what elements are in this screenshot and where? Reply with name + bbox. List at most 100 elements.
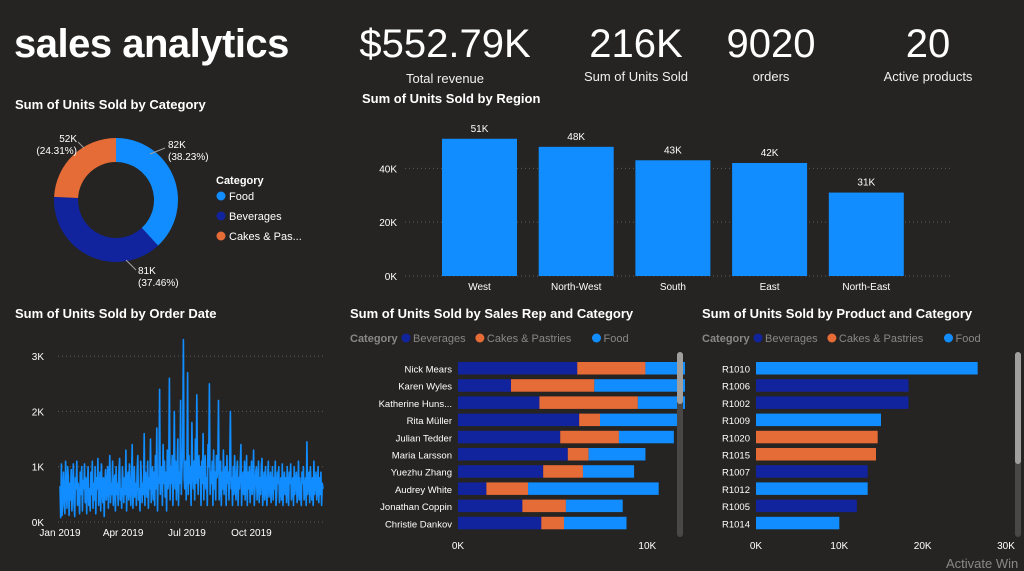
data-label: 31K xyxy=(857,178,875,189)
data-label: 48K xyxy=(567,132,585,143)
legend-marker xyxy=(592,333,601,343)
bar-segment-food xyxy=(637,396,685,409)
bar-segment-beverages xyxy=(458,430,561,444)
category-label: Nick Mears xyxy=(404,365,452,376)
bar-north-west xyxy=(538,146,614,276)
category-label: Maria Larsson xyxy=(392,451,452,462)
bar-segment-cakes-pastries xyxy=(579,413,600,427)
x-tick-label: Apr 2019 xyxy=(103,528,144,539)
salesrep-stacked-bar-chart: Category Beverages Cakes & Pastries Food 0K… xyxy=(350,333,685,552)
kpi-value: 20 xyxy=(905,22,951,66)
bar-segment-cakes-pastries xyxy=(577,362,646,375)
x-tick-label: 0K xyxy=(750,541,763,552)
data-label-value: 52K xyxy=(59,134,77,145)
bar-segment-beverages xyxy=(458,465,544,478)
bar-segment-cakes-pastries xyxy=(543,465,583,478)
kpi-label: orders xyxy=(752,69,790,84)
x-tick-label: Jul 2019 xyxy=(168,528,206,539)
bar-r1014 xyxy=(756,516,840,530)
kpi-orders: 9020 orders xyxy=(712,22,830,84)
category-label: Yuezhu Zhang xyxy=(391,468,452,479)
date-chart-title: Sum of Units Sold by Order Date xyxy=(15,306,217,321)
category-label: Julian Tedder xyxy=(396,433,452,444)
category-label: R1007 xyxy=(722,468,750,479)
bar-segment-cakes-pastries xyxy=(541,516,565,530)
bar-segment-cakes-pastries xyxy=(486,482,529,495)
kpi-total-revenue: $552.79K Total revenue xyxy=(350,22,540,86)
date-line-chart: 0K 1K 2K 3K Jan 2019 Apr 2019 Jul 2019 Oct 2019 xyxy=(32,338,325,539)
data-label-percent: (24.31%) xyxy=(36,146,77,157)
kpi-value: $552.79K xyxy=(359,22,531,66)
bar-segment-cakes-pastries xyxy=(511,379,595,392)
bar-south xyxy=(635,160,711,276)
salesrep-chart-title: Sum of Units Sold by Sales Rep and Categ… xyxy=(350,306,634,321)
bar-segment-food xyxy=(618,430,674,444)
data-label: 43K xyxy=(664,145,682,156)
category-label: Karen Wyles xyxy=(398,382,452,393)
salesrep-scrollbar[interactable] xyxy=(677,352,683,537)
legend-item: Food xyxy=(956,333,981,345)
legend-item: Beverages xyxy=(229,211,282,223)
bar-r1002 xyxy=(756,396,909,409)
kpi-label: Total revenue xyxy=(405,71,485,86)
data-label-percent: (38.23%) xyxy=(168,152,209,163)
scrollbar-thumb[interactable] xyxy=(677,352,683,404)
bar-segment-food xyxy=(645,362,685,375)
bar-r1007 xyxy=(756,465,868,478)
x-tick-label: 10K xyxy=(638,541,656,552)
leader-line xyxy=(125,259,137,271)
x-tick-label: 10K xyxy=(830,541,848,552)
category-label: Rita Müller xyxy=(407,416,452,427)
product-scrollbar[interactable] xyxy=(1015,352,1021,537)
x-tick-label: North-West xyxy=(551,282,602,293)
bar-r1020 xyxy=(756,430,878,444)
legend-marker xyxy=(753,333,763,343)
data-label-value: 82K xyxy=(168,140,186,151)
category-label: Audrey White xyxy=(395,485,452,496)
y-tick-label: 2K xyxy=(32,407,45,418)
donut-slice-beverages xyxy=(53,196,159,262)
legend-item: Cakes & Pastries xyxy=(487,333,572,345)
bar-segment-beverages xyxy=(458,396,540,409)
data-label: 51K xyxy=(471,124,489,135)
y-tick-label: 20K xyxy=(379,218,397,229)
leader-line xyxy=(149,147,166,155)
bar-segment-food xyxy=(565,499,623,513)
y-tick-label: 0K xyxy=(385,272,398,283)
category-label: R1014 xyxy=(722,519,750,530)
bar-r1009 xyxy=(756,413,881,427)
category-label: R1010 xyxy=(722,365,750,376)
kpi-units-sold: 216K Sum of Units Sold xyxy=(566,22,706,84)
bar-segment-food xyxy=(594,379,685,392)
product-bar-chart: Category Beverages Cakes & Pastries Food 0K… xyxy=(702,333,1015,552)
category-label: R1005 xyxy=(722,502,750,513)
donut-chart: 82K(38.23%) 81K(37.46%) 52K(24.31%) Catego… xyxy=(36,134,302,289)
category-label: Jonathan Coppin xyxy=(380,502,452,513)
legend-marker xyxy=(827,333,837,343)
legend-item: Food xyxy=(604,333,629,345)
legend-item: Food xyxy=(229,191,254,203)
category-label: R1009 xyxy=(722,416,750,427)
kpi-value: 9020 xyxy=(726,22,816,66)
x-tick-label: Oct 2019 xyxy=(231,528,272,539)
bar-segment-beverages xyxy=(458,499,523,513)
bar-segment-beverages xyxy=(458,516,542,530)
x-tick-label: South xyxy=(660,282,686,293)
bar-r1006 xyxy=(756,379,909,392)
bar-segment-food xyxy=(564,516,627,530)
x-tick-label: East xyxy=(760,282,780,293)
data-label: 42K xyxy=(761,148,779,159)
x-tick-label: 20K xyxy=(914,541,932,552)
category-label: Christie Dankov xyxy=(385,519,452,530)
category-label: R1020 xyxy=(722,433,750,444)
scrollbar-thumb[interactable] xyxy=(1015,352,1021,464)
legend-marker xyxy=(216,231,226,241)
legend-marker xyxy=(475,333,485,343)
kpi-value: 216K xyxy=(589,22,683,66)
legend-marker xyxy=(401,333,411,343)
bar-segment-beverages xyxy=(458,362,578,375)
donut-slice-cakes-pas- xyxy=(54,138,116,199)
x-tick-label: 30K xyxy=(997,541,1015,552)
legend-item: Cakes & Pas... xyxy=(229,231,302,243)
legend-title: Category xyxy=(350,333,399,345)
